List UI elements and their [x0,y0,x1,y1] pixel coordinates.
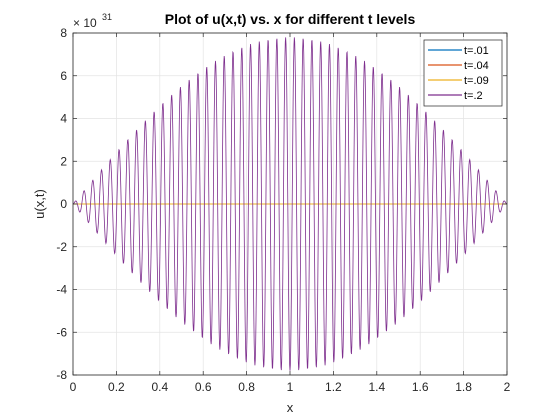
x-tick-label: 2 [504,380,511,394]
tick-layer: 0 0.2 0.4 0.6 0.8 1 1.2 1.4 1.6 1.8 2 -8 -6 -4 -2 0 2 4 6 8 [56,26,510,394]
series-layer [72,37,508,371]
x-tick-label: 0.8 [238,380,255,394]
y-tick-label: -2 [56,240,67,254]
legend-entry-label: t=.04 [464,60,489,72]
legend-entry-label: t=.2 [464,90,483,102]
y-tick-label: -6 [56,325,67,339]
y-tick-label: 8 [60,26,67,40]
x-tick-label: 1.6 [412,380,429,394]
exponent-power: 31 [102,12,112,22]
y-exponent-label: × 10 31 [73,12,112,30]
x-axis-label: x [287,400,294,415]
x-tick-label: 0.2 [108,380,125,394]
exponent-base: × 10 [73,16,97,30]
y-tick-label: 4 [60,112,67,126]
series-line-3 [72,37,508,371]
x-tick-label: 1.2 [325,380,342,394]
x-tick-label: 1 [287,380,294,394]
y-axis-label: u(x,t) [32,189,47,219]
legend-entry-label: t=.09 [464,75,489,87]
legend: t=.01 t=.04 t=.09 t=.2 [423,39,503,107]
x-tick-label: 1.8 [455,380,472,394]
y-tick-label: -8 [56,368,67,382]
chart-title: Plot of u(x,t) vs. x for different t lev… [165,11,416,27]
x-tick-label: 0.4 [151,380,168,394]
y-tick-label: 2 [60,154,67,168]
x-tick-label: 0 [70,380,77,394]
y-tick-label: 6 [60,69,67,83]
x-tick-label: 0.6 [195,380,212,394]
y-tick-label: -4 [56,283,67,297]
y-tick-label: 0 [60,197,67,211]
legend-entry-label: t=.01 [464,45,489,57]
x-tick-label: 1.4 [368,380,385,394]
